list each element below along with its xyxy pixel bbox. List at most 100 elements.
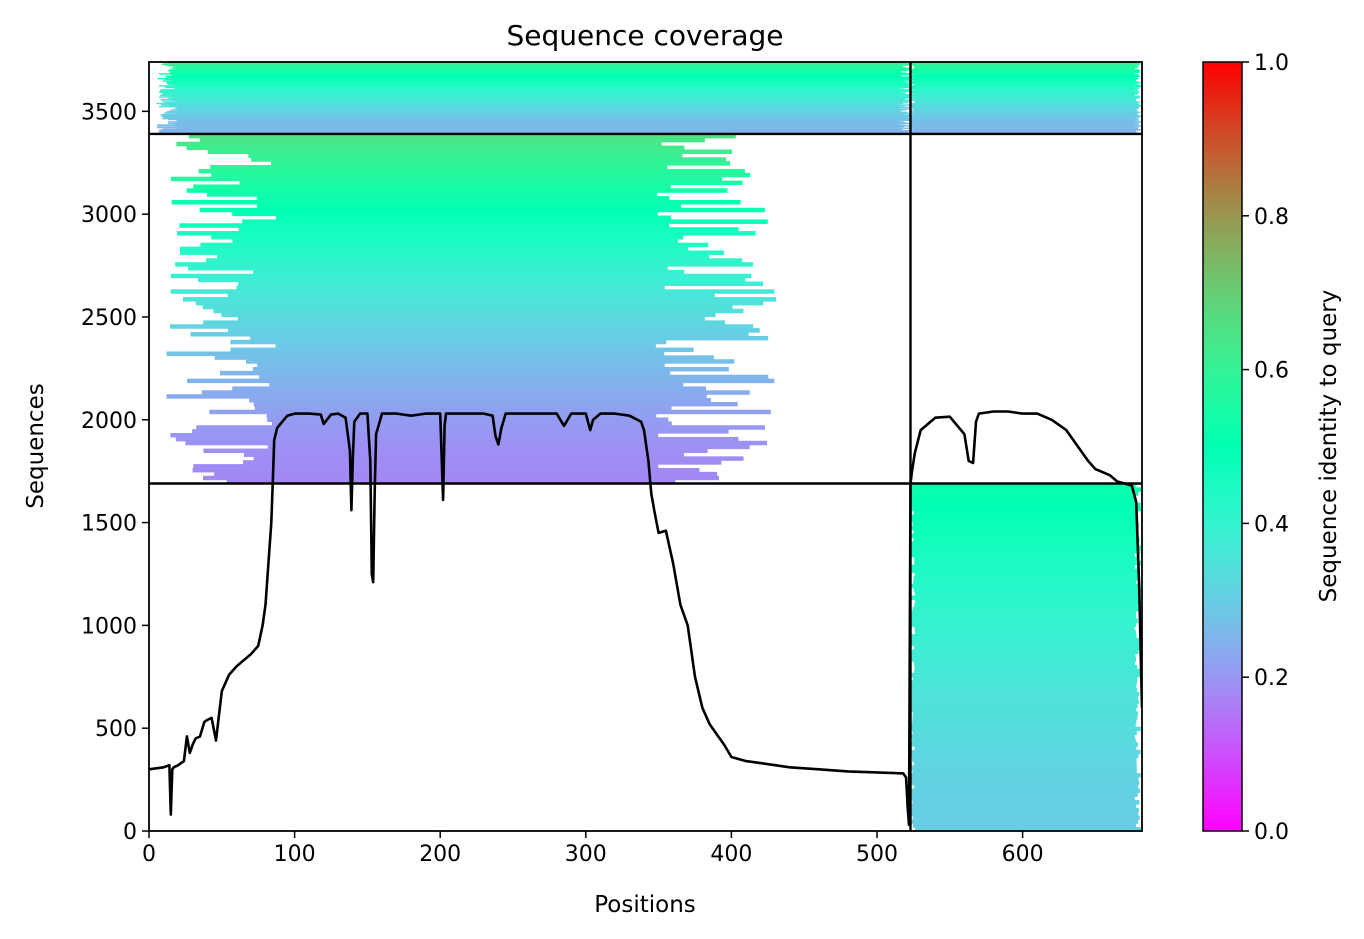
coverage-row (910, 634, 1137, 639)
coverage-row (914, 626, 1135, 631)
coverage-row (186, 188, 728, 193)
coverage-row (910, 109, 1138, 112)
coverage-row (910, 796, 1135, 801)
coverage-row (910, 657, 1137, 662)
coverage-row (910, 99, 1137, 101)
coverage-row (166, 394, 707, 399)
coverage-row (910, 85, 1142, 88)
coverage-row (176, 119, 911, 121)
coverage-row (912, 757, 1137, 763)
y-axis-label: Sequences (23, 383, 49, 508)
coverage-row (172, 66, 906, 69)
coverage-row (164, 64, 911, 66)
coverage-row (914, 65, 1137, 68)
coverage-row (251, 157, 727, 162)
coverage-row (910, 749, 1141, 755)
coverage-row (210, 165, 668, 170)
x-tick-label: 0 (142, 842, 156, 867)
coverage-row (910, 87, 1140, 89)
coverage-row (914, 668, 1141, 674)
coverage-row (179, 223, 670, 228)
coverage-row (910, 115, 1141, 117)
y-tick-label: 3500 (81, 100, 137, 125)
coverage-row (911, 491, 1139, 496)
coverage-row (190, 332, 749, 337)
coverage-row (913, 113, 1137, 116)
coverage-row (170, 273, 752, 279)
coverage-row (910, 637, 1141, 643)
coverage-row (161, 115, 911, 117)
coverage-row (165, 86, 911, 89)
coverage-row (166, 81, 908, 84)
coverage-row (914, 560, 1141, 566)
coverage-row (166, 351, 665, 356)
coverage-row (256, 203, 682, 209)
heatmap-layer (156, 62, 1142, 831)
coverage-row (910, 129, 1141, 131)
coverage-row (912, 73, 1136, 75)
coverage-row (227, 293, 715, 298)
coverage-row (914, 73, 1139, 76)
coverage-row (164, 112, 909, 114)
coverage-row (912, 711, 1139, 716)
coverage-row (175, 436, 739, 442)
coverage-row (252, 366, 729, 372)
coverage-row (203, 448, 708, 454)
coverage-row (910, 618, 1138, 624)
coverage-row (227, 328, 760, 333)
coverage-row (159, 129, 903, 131)
coverage-row (173, 84, 911, 86)
coverage-row (162, 92, 906, 94)
x-tick-label: 100 (274, 842, 316, 867)
coverage-row (910, 95, 1140, 97)
coverage-row (188, 266, 668, 271)
coverage-row (219, 370, 671, 376)
coverage-row (910, 695, 1139, 701)
coverage-row (910, 117, 1139, 119)
coverage-row (253, 401, 738, 407)
coverage-row (910, 105, 1141, 107)
coverage-row (912, 65, 1140, 67)
coverage-row (206, 258, 743, 263)
coverage-row (910, 641, 1141, 647)
coverage-row (914, 89, 1139, 92)
coverage-row (910, 568, 1140, 573)
coverage-row (910, 753, 1139, 759)
coverage-row (912, 715, 1138, 720)
coverage-row (177, 88, 904, 90)
coverage-row (201, 390, 750, 395)
coverage-row (910, 502, 1141, 508)
coverage-row (910, 610, 1137, 616)
coverage-row (910, 91, 1140, 93)
coverage-row (910, 70, 1140, 73)
coverage-row (914, 630, 1137, 635)
coverage-row (910, 121, 1142, 123)
coverage-row (913, 576, 1139, 581)
coverage-row (912, 769, 1137, 774)
coverage-row (193, 184, 671, 189)
coverage-row (161, 105, 906, 107)
coverage-block-3 (156, 62, 911, 135)
coverage-row (913, 92, 1139, 94)
coverage-row (910, 495, 1136, 500)
coverage-row (267, 417, 669, 422)
coverage-row (913, 79, 1136, 81)
coverage-row (160, 89, 909, 92)
coverage-row (163, 93, 905, 95)
coverage-row (207, 149, 733, 154)
coverage-row (910, 545, 1142, 550)
coverage-row (156, 102, 904, 105)
coverage-row (910, 653, 1136, 658)
coverage-row (182, 297, 776, 302)
coverage-row (176, 141, 662, 147)
coverage-row (157, 124, 905, 126)
coverage-row (177, 113, 911, 115)
coverage-row (171, 77, 911, 79)
coverage-row (248, 153, 683, 158)
coverage-row (168, 65, 903, 67)
coverage-row (170, 176, 723, 182)
colorbar (1202, 61, 1243, 832)
coverage-row (912, 105, 1139, 108)
coverage-row (188, 133, 736, 139)
